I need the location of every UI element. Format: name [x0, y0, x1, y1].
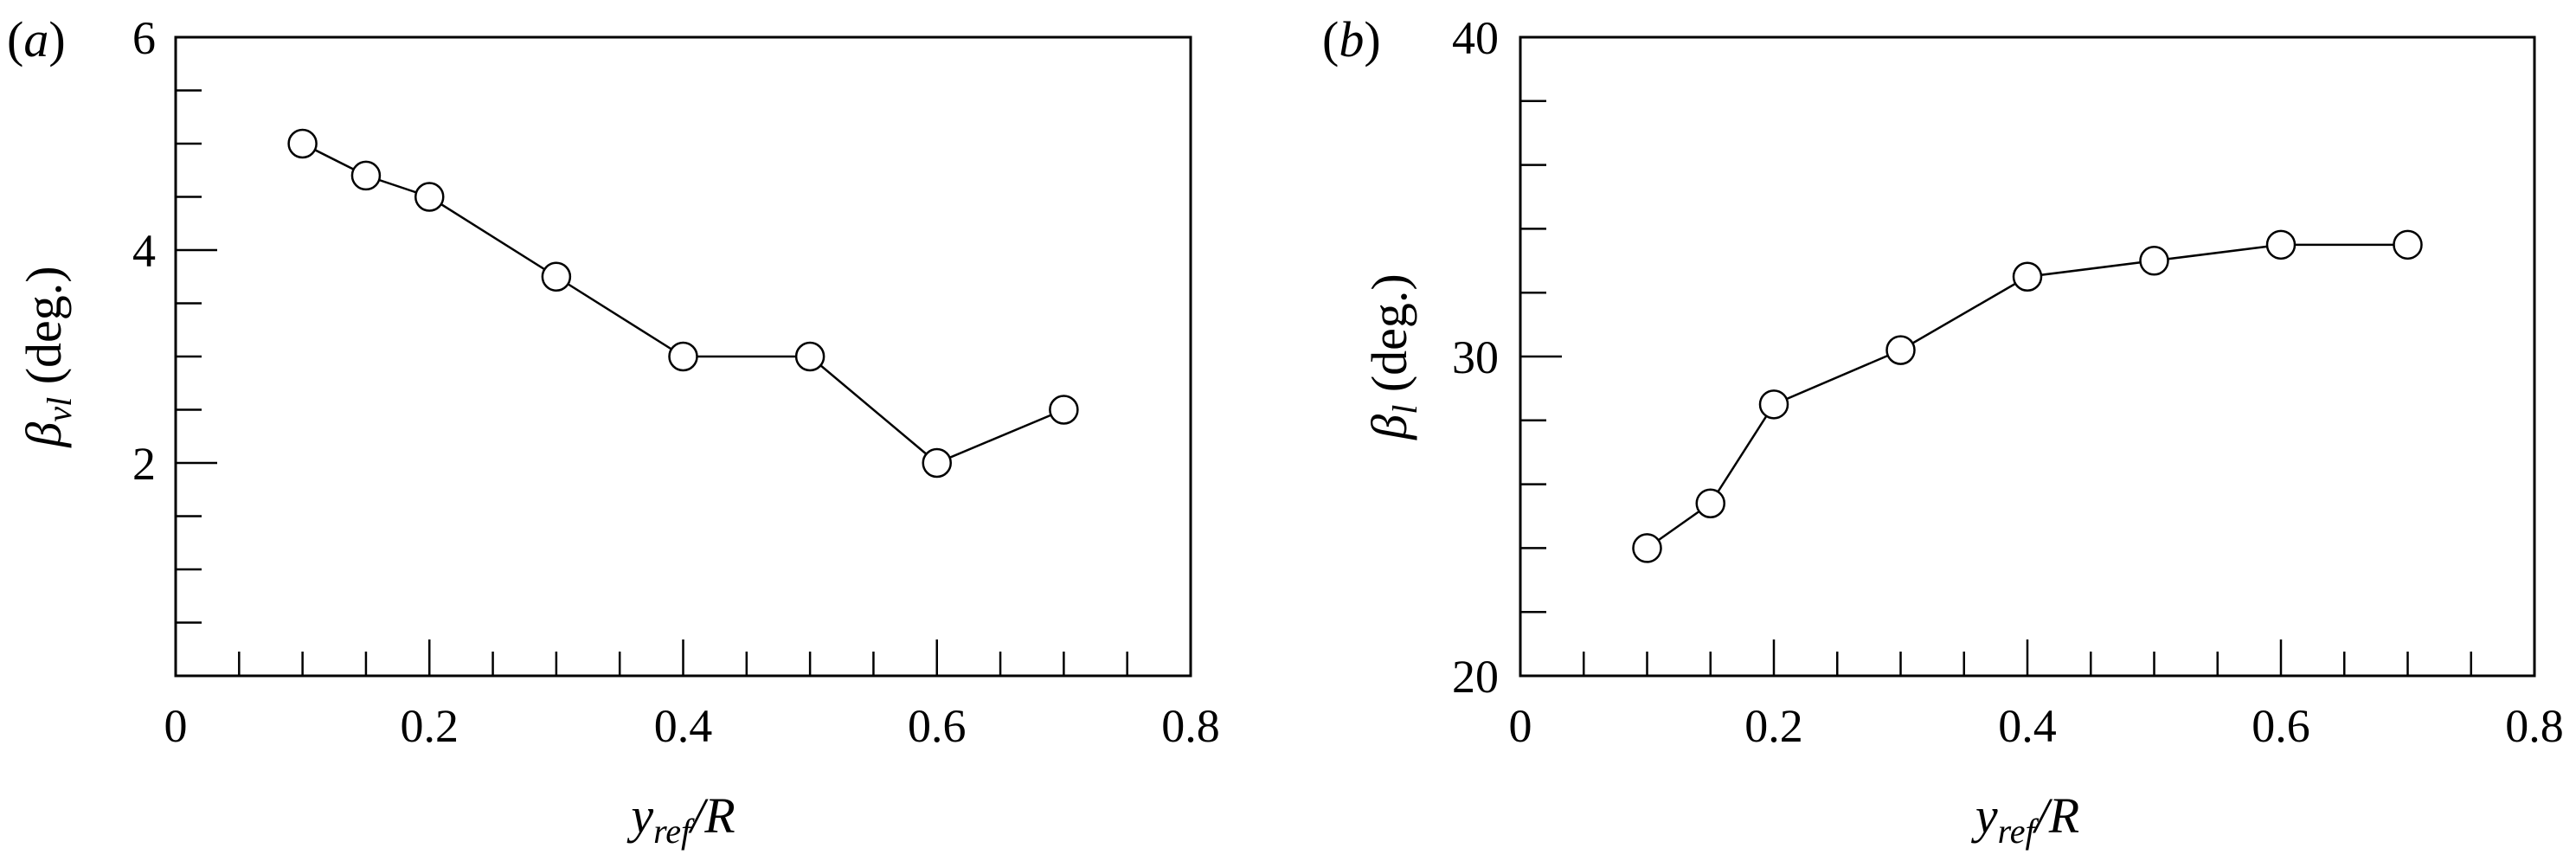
- panel-b: 0 0.2 0.4 0.6 0.8 20 30 40 (b) βl (deg.) yref/R: [1322, 11, 2564, 851]
- data-line: [1646, 243, 2408, 549]
- y-tick-label: 20: [1452, 651, 1499, 703]
- x-tick-label: 0.8: [2505, 700, 2564, 752]
- data-point-marker: [541, 261, 572, 292]
- y-tick-label: 40: [1452, 12, 1499, 64]
- x-axis-label: yref/R: [1971, 787, 2079, 851]
- data-point-marker: [794, 341, 825, 372]
- x-tick-label: 0.2: [1744, 700, 1803, 752]
- data-point-marker: [1632, 533, 1662, 563]
- y-tick-label: 30: [1452, 331, 1499, 383]
- x-tick-label: 0.2: [401, 700, 459, 752]
- data-point-marker: [1758, 389, 1789, 420]
- x-tick-label: 0: [1509, 700, 1532, 752]
- data-point-marker: [1695, 488, 1725, 518]
- data-point-marker: [922, 447, 952, 479]
- x-tick-label: 0.4: [1998, 700, 2057, 752]
- x-tick-label: 0.6: [908, 700, 967, 752]
- data-point-marker: [414, 182, 445, 212]
- data-point-marker: [1885, 335, 1916, 365]
- data-point-marker: [2139, 246, 2169, 276]
- x-tick-label: 0: [164, 700, 188, 752]
- x-axis-label: yref/R: [626, 787, 735, 851]
- data-point-marker: [2265, 229, 2297, 260]
- data-point-marker: [2012, 261, 2043, 292]
- x-tick-label: 0.4: [654, 700, 713, 752]
- y-tick-label: 2: [132, 438, 156, 490]
- data-point-marker: [287, 128, 318, 159]
- data-point-marker: [668, 341, 698, 372]
- plot-frame: [1519, 35, 2536, 678]
- x-tick-label: 0.6: [2252, 700, 2310, 752]
- y-axis-label: βvl (deg.): [16, 266, 79, 447]
- data-point-marker: [2393, 229, 2423, 260]
- y-tick-label: 6: [132, 12, 156, 64]
- y-tick-label: 4: [132, 225, 156, 277]
- panel-a: 0 0.2 0.4 0.6 0.8 2 4 6 (a) βvl (deg.) yref/R: [7, 11, 1220, 851]
- panel-label: (b): [1322, 11, 1381, 67]
- y-axis-label: βl (deg.): [1361, 273, 1424, 440]
- x-tick-label: 0.8: [1161, 700, 1220, 752]
- data-point-marker: [350, 160, 382, 191]
- panel-label: (a): [7, 11, 66, 67]
- data-point-marker: [1049, 395, 1079, 425]
